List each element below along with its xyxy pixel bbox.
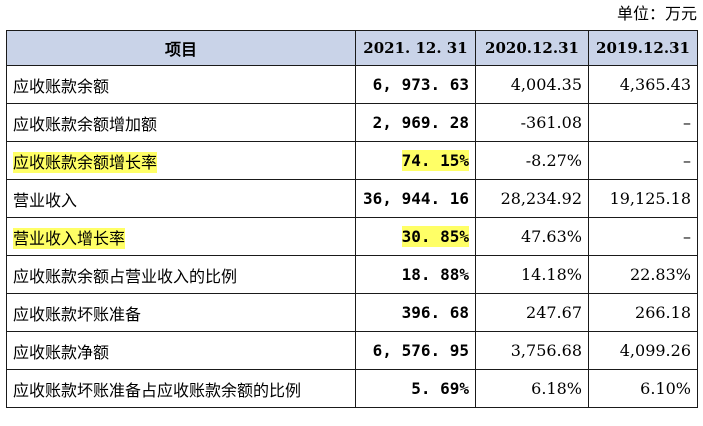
cell-2019: –: [588, 103, 698, 142]
cell-2019: 6.10%: [588, 369, 698, 408]
cell-2019: 4,365.43: [588, 65, 698, 104]
cell-2021: 36, 944. 16: [355, 179, 476, 218]
header-item: 项目: [6, 30, 356, 66]
cell-2019: 22.83%: [588, 255, 698, 294]
cell-2021-text: 5. 69%: [411, 379, 469, 398]
cell-2021-text: 18. 88%: [401, 265, 469, 284]
table-row: 营业收入 36, 944. 16 28,234.92 19,125.18: [6, 179, 698, 218]
cell-2020: 6.18%: [475, 369, 589, 408]
cell-2020: 4,004.35: [475, 65, 589, 104]
cell-2021-text: 6, 973. 63: [372, 75, 469, 94]
cell-2020: 247.67: [475, 293, 589, 332]
row-label: 应收账款坏账准备占应收账款余额的比例: [6, 369, 356, 408]
cell-2020: 14.18%: [475, 255, 589, 294]
header-2019: 2019.12.31: [588, 30, 698, 66]
row-label-text: 应收账款余额增长率: [13, 151, 158, 173]
cell-2020: -361.08: [475, 103, 589, 142]
unit-label: 单位：万元: [616, 4, 697, 23]
row-label-text: 营业收入增长率: [13, 227, 126, 249]
row-label-text: 应收账款净额: [13, 342, 110, 362]
cell-2019: –: [588, 141, 698, 180]
row-label: 应收账款余额增长率: [6, 141, 356, 180]
cell-2019: 4,099.26: [588, 331, 698, 370]
row-label: 应收账款坏账准备: [6, 293, 356, 332]
table-header-row: 项目 2021. 12. 31 2020.12.31 2019.12.31: [6, 30, 698, 66]
cell-2021-text: 36, 944. 16: [363, 189, 469, 208]
row-label: 营业收入增长率: [6, 217, 356, 256]
financial-table: 项目 2021. 12. 31 2020.12.31 2019.12.31 应收…: [6, 30, 698, 408]
row-label: 营业收入: [6, 179, 356, 218]
table-row: 应收账款余额 6, 973. 63 4,004.35 4,365.43: [6, 65, 698, 104]
row-label-text: 应收账款余额: [13, 76, 110, 96]
cell-2020: 3,756.68: [475, 331, 589, 370]
cell-2020: 47.63%: [475, 217, 589, 256]
table-row: 应收账款余额增长率 74. 15% -8.27% –: [6, 141, 698, 180]
cell-2021-text: 2, 969. 28: [372, 113, 469, 132]
cell-2021: 5. 69%: [355, 369, 476, 408]
header-2020: 2020.12.31: [475, 30, 589, 66]
cell-2020: -8.27%: [475, 141, 589, 180]
row-label-text: 应收账款余额占营业收入的比例: [13, 266, 238, 286]
cell-2021: 18. 88%: [355, 255, 476, 294]
row-label-text: 应收账款坏账准备: [13, 304, 142, 324]
table-row: 应收账款净额 6, 576. 95 3,756.68 4,099.26: [6, 331, 698, 370]
row-label-text: 营业收入: [13, 190, 78, 210]
cell-2020: 28,234.92: [475, 179, 589, 218]
table-row: 应收账款余额占营业收入的比例 18. 88% 14.18% 22.83%: [6, 255, 698, 294]
table-row: 应收账款余额增加额 2, 969. 28 -361.08 –: [6, 103, 698, 142]
row-label: 应收账款余额: [6, 65, 356, 104]
cell-2021-text: 6, 576. 95: [372, 341, 469, 360]
cell-2021: 74. 15%: [355, 141, 476, 180]
cell-2021-text: 74. 15%: [401, 150, 469, 171]
row-label: 应收账款余额占营业收入的比例: [6, 255, 356, 294]
table-row: 应收账款坏账准备占应收账款余额的比例 5. 69% 6.18% 6.10%: [6, 369, 698, 408]
table-row: 营业收入增长率 30. 85% 47.63% –: [6, 217, 698, 256]
table-row: 应收账款坏账准备 396. 68 247.67 266.18: [6, 293, 698, 332]
cell-2021-text: 396. 68: [401, 303, 469, 322]
cell-2021: 6, 973. 63: [355, 65, 476, 104]
cell-2021: 6, 576. 95: [355, 331, 476, 370]
cell-2021: 396. 68: [355, 293, 476, 332]
row-label-text: 应收账款余额增加额: [13, 114, 158, 134]
row-label-text: 应收账款坏账准备占应收账款余额的比例: [13, 380, 302, 400]
row-label: 应收账款余额增加额: [6, 103, 356, 142]
row-label: 应收账款净额: [6, 331, 356, 370]
cell-2019: 19,125.18: [588, 179, 698, 218]
cell-2019: –: [588, 217, 698, 256]
cell-2021: 30. 85%: [355, 217, 476, 256]
header-2021: 2021. 12. 31: [355, 30, 476, 66]
cell-2021: 2, 969. 28: [355, 103, 476, 142]
cell-2019: 266.18: [588, 293, 698, 332]
cell-2021-text: 30. 85%: [401, 226, 469, 247]
